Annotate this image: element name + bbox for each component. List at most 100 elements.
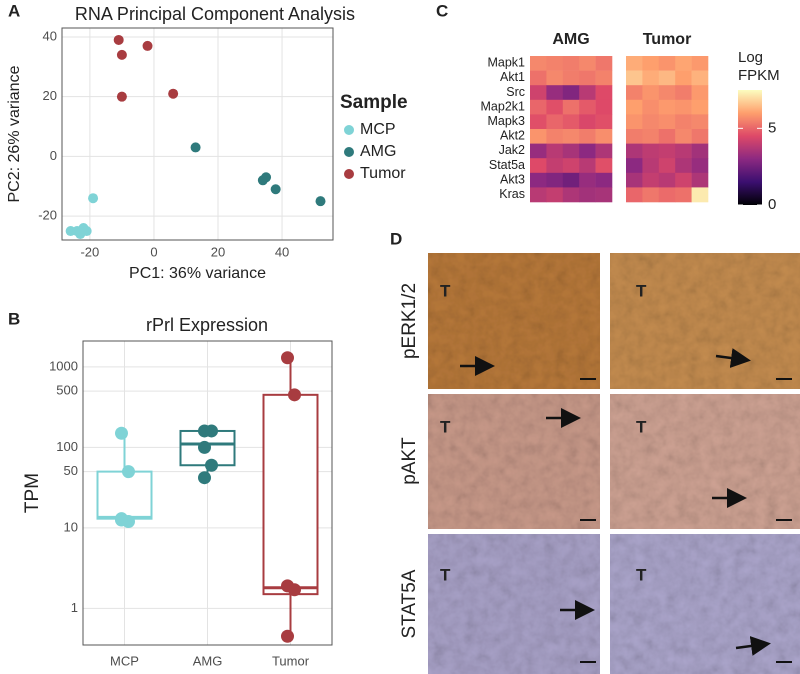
heat-cell xyxy=(658,143,676,159)
heat-cell xyxy=(675,56,692,71)
row-label: Akt1 xyxy=(500,70,525,84)
point xyxy=(281,351,294,365)
heat-cell xyxy=(691,129,709,144)
row-label: Src xyxy=(506,85,525,99)
point xyxy=(88,193,99,204)
heat-cell xyxy=(595,70,613,86)
heat-cell xyxy=(626,85,643,101)
legend-label: AMG xyxy=(360,143,396,160)
heat-cell xyxy=(530,143,547,159)
legend-marker xyxy=(344,169,354,179)
heat-cell xyxy=(675,172,692,188)
heat-cell xyxy=(691,143,709,159)
micrograph xyxy=(428,394,600,529)
heat-cell xyxy=(626,187,643,203)
point xyxy=(315,196,326,207)
heat-cell xyxy=(530,114,547,130)
legend-label: MCP xyxy=(360,121,396,138)
point xyxy=(115,513,128,527)
heat-cell xyxy=(691,85,709,101)
heat-cell xyxy=(658,56,676,71)
group-label: AMG xyxy=(552,31,589,48)
heat-cell xyxy=(675,99,692,115)
heat-cell xyxy=(642,99,660,115)
heat-cell xyxy=(546,99,564,115)
y-tick-label: 500 xyxy=(56,383,78,398)
point xyxy=(261,172,272,183)
heat-cell xyxy=(658,70,676,86)
heat-cell xyxy=(626,70,643,86)
row-label: pERK1/2 xyxy=(399,283,420,359)
legend-marker xyxy=(344,147,354,157)
x-tick-label: AMG xyxy=(193,653,223,668)
heat-cell xyxy=(675,70,692,86)
y-tick-label: 1 xyxy=(71,600,78,615)
heat-cell xyxy=(579,114,596,130)
heat-cell xyxy=(562,143,580,159)
point xyxy=(115,426,128,440)
heat-cell xyxy=(595,99,613,115)
point xyxy=(113,34,124,45)
heat-cell xyxy=(530,172,547,188)
heat-cell xyxy=(579,172,596,188)
heat-cell xyxy=(562,56,580,71)
colorbar-tick-label: 5 xyxy=(768,119,776,136)
row-label: Akt2 xyxy=(500,129,525,143)
heat-cell xyxy=(579,129,596,144)
heat-cell xyxy=(691,187,709,203)
heat-cell xyxy=(658,99,676,115)
heat-cell xyxy=(579,70,596,86)
heat-cell xyxy=(546,172,564,188)
box xyxy=(262,393,319,596)
tissue-label: T xyxy=(636,565,647,584)
heat-cell xyxy=(675,158,692,174)
row-label: pAKT xyxy=(399,437,420,485)
heat-cell xyxy=(579,99,596,115)
point xyxy=(168,88,179,99)
y-tick-label: 1000 xyxy=(49,358,78,373)
heat-cell xyxy=(691,70,709,86)
y-tick-label: -20 xyxy=(38,208,57,223)
heat-cell xyxy=(658,158,676,174)
heat-cell xyxy=(595,56,613,71)
heat-cell xyxy=(675,187,692,203)
point xyxy=(81,226,92,237)
heat-cell xyxy=(675,85,692,101)
heat-cell xyxy=(691,99,709,115)
colorbar-title: Log xyxy=(738,49,763,66)
point xyxy=(288,388,301,402)
box xyxy=(96,470,153,520)
x-axis-label: PC1: 36% variance xyxy=(129,265,266,282)
heat-cell xyxy=(530,187,547,203)
heat-cell xyxy=(642,158,660,174)
tissue-label: T xyxy=(440,281,451,300)
heat-cell xyxy=(595,85,613,101)
row-label: STAT5A xyxy=(399,569,420,638)
heat-cell xyxy=(595,129,613,144)
row-label: Map2k1 xyxy=(481,99,526,113)
x-tick-label: MCP xyxy=(110,653,139,668)
heat-cell xyxy=(642,172,660,188)
heat-cell xyxy=(530,158,547,174)
heat-cell xyxy=(579,56,596,71)
row-label: Jak2 xyxy=(499,143,525,157)
heat-cell xyxy=(626,99,643,115)
y-tick-label: 50 xyxy=(64,463,78,478)
heat-cell xyxy=(562,70,580,86)
micrograph xyxy=(428,253,600,389)
micrograph xyxy=(610,394,800,529)
heat-cell xyxy=(546,158,564,174)
heat-cell xyxy=(642,143,660,159)
tissue-label: T xyxy=(636,417,647,436)
heat-cell xyxy=(579,143,596,159)
row-label: Stat5a xyxy=(489,158,525,172)
point xyxy=(116,91,127,102)
point xyxy=(122,465,135,479)
heat-cell xyxy=(626,172,643,188)
heat-cell xyxy=(691,56,709,71)
heat-cell xyxy=(530,56,547,71)
colorbar-tick-label: 0 xyxy=(768,196,776,213)
point xyxy=(205,458,218,472)
row-label: Akt3 xyxy=(500,172,525,186)
